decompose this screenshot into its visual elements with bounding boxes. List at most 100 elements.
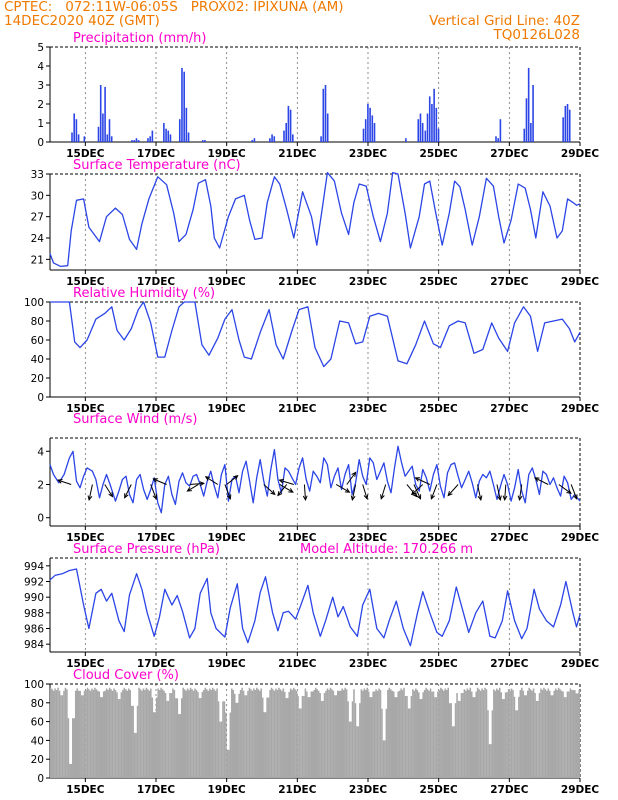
- cloud-bar: [139, 689, 142, 778]
- cloud-bar: [311, 691, 314, 778]
- precip-bar: [428, 96, 431, 142]
- wind-vector: [477, 484, 482, 500]
- cloud-bar: [203, 690, 205, 778]
- cloud-bar: [147, 689, 149, 778]
- cloud-bar: [537, 700, 539, 778]
- cloud-bar: [185, 690, 187, 778]
- cloud-bar: [236, 702, 239, 778]
- wind-vector: [430, 484, 438, 499]
- precip-bar: [417, 119, 420, 142]
- wind-vector: [570, 484, 578, 499]
- cloud-bar: [107, 690, 109, 778]
- cloud-bar: [462, 693, 464, 778]
- wind-vector: [279, 484, 294, 493]
- cloud-bar: [501, 699, 504, 778]
- precip-bar: [326, 113, 329, 142]
- cloud-bar: [276, 690, 279, 778]
- x-tick-label: 29DEC: [561, 532, 600, 544]
- wind-arrowhead: [344, 488, 351, 493]
- cloud-bar: [569, 688, 572, 778]
- precip-bar: [149, 136, 151, 142]
- cloud-bar: [213, 689, 215, 778]
- wind-vector: [226, 475, 238, 485]
- cloud-bar: [292, 687, 295, 778]
- wind-arrowhead: [302, 495, 308, 502]
- cloud-bar: [141, 690, 143, 778]
- y-tick-label: 0: [37, 392, 44, 404]
- precip-bar: [269, 138, 271, 142]
- cloud-bar: [52, 690, 55, 778]
- cloud-bar: [521, 687, 523, 778]
- cloud-bar: [145, 687, 148, 778]
- precip-bar: [562, 117, 564, 142]
- cloud-bar: [123, 687, 126, 778]
- cloud-bar: [295, 690, 298, 778]
- cloud-bar: [541, 690, 544, 778]
- cloud-bar: [304, 688, 307, 778]
- precip-bar: [362, 128, 365, 142]
- cloud-bar: [395, 697, 398, 778]
- cloud-bar: [387, 690, 389, 778]
- cloud-bar: [362, 690, 364, 778]
- cloud-bar: [151, 697, 154, 778]
- cloud-bar: [448, 703, 451, 778]
- cloud-bar: [410, 696, 413, 778]
- cloud-bar: [127, 688, 130, 778]
- y-tick-label: 1: [37, 118, 44, 130]
- cloud-bar: [189, 687, 192, 778]
- cloud-bar: [275, 688, 277, 778]
- x-tick-label: 27DEC: [490, 532, 529, 544]
- precip-bar: [495, 136, 497, 142]
- cloud-bar: [507, 689, 510, 778]
- cloud-bar: [132, 705, 134, 778]
- cloud-bar: [565, 697, 567, 778]
- cloud-bar: [183, 689, 186, 778]
- cloud-bar: [403, 687, 405, 778]
- cloud-bar: [207, 690, 210, 778]
- cloud-bar: [222, 701, 224, 778]
- cloud-bar: [154, 712, 157, 778]
- precip-bar: [271, 134, 273, 142]
- cloud-bar: [314, 687, 317, 778]
- cloud-bar: [559, 689, 561, 778]
- cloud-bar: [401, 690, 404, 778]
- x-tick-label: 27DEC: [490, 784, 529, 796]
- cloud-bar: [232, 690, 235, 778]
- precip-bar: [530, 123, 532, 142]
- cloud-bar: [176, 698, 179, 778]
- precip-bar: [137, 140, 140, 142]
- cloud-bar: [391, 690, 394, 778]
- cloud-bar: [254, 690, 257, 778]
- wind-vector: [558, 484, 572, 494]
- cloud-bar: [373, 691, 376, 778]
- cloud-bar: [253, 688, 255, 778]
- panel-title: Relative Humidity (%): [73, 286, 215, 301]
- cloud-bar: [191, 689, 193, 778]
- cloud-bar: [250, 689, 252, 778]
- precip-bar: [135, 138, 138, 142]
- cloud-bar: [451, 726, 454, 778]
- cloud-bar: [194, 688, 196, 778]
- x-tick-label: 27DEC: [490, 148, 529, 160]
- precip-bar: [183, 71, 185, 142]
- precip-bar: [364, 119, 367, 142]
- x-tick-label: 23DEC: [349, 148, 388, 160]
- cloud-bar: [342, 690, 345, 778]
- cloud-bar: [431, 691, 433, 778]
- wind-arrowhead: [533, 477, 540, 482]
- x-tick-label: 29DEC: [561, 276, 600, 288]
- cloud-bar: [136, 705, 139, 778]
- precip-bar: [564, 105, 567, 142]
- wind-arrowhead: [414, 477, 421, 482]
- cloud-bar: [57, 687, 59, 778]
- cloud-bar: [242, 690, 245, 778]
- x-tick-label: 29DEC: [561, 658, 600, 670]
- cloud-bar: [66, 689, 68, 778]
- cloud-bar: [244, 695, 246, 778]
- cloud-bar: [429, 688, 432, 778]
- precip-bar: [405, 138, 407, 142]
- x-tick-label: 21DEC: [278, 403, 317, 415]
- precip-bar: [499, 119, 502, 142]
- precip-bar: [527, 67, 530, 142]
- y-tick-label: 984: [24, 639, 44, 651]
